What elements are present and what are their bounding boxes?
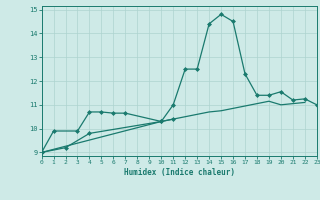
X-axis label: Humidex (Indice chaleur): Humidex (Indice chaleur) — [124, 168, 235, 177]
